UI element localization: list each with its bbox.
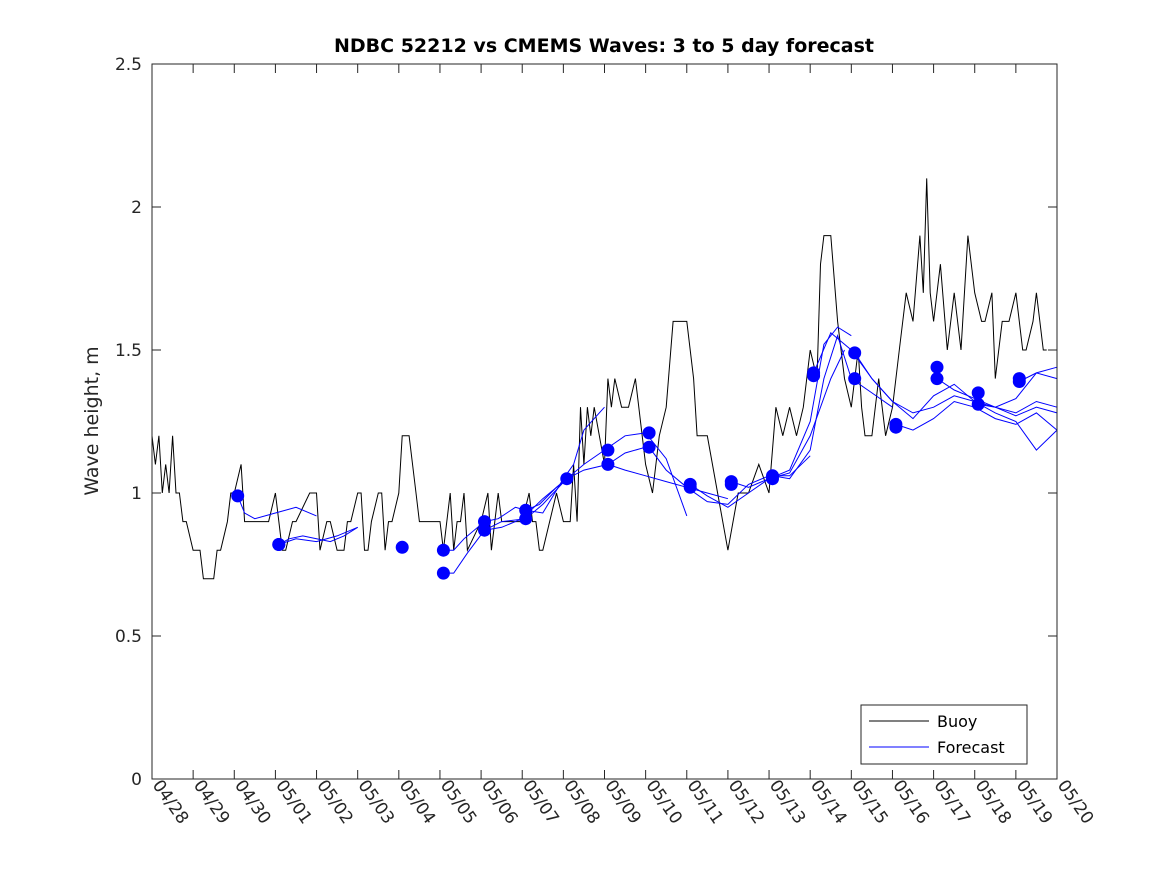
- chart-title: NDBC 52212 vs CMEMS Waves: 3 to 5 day fo…: [334, 35, 874, 57]
- x-tick-label-5: 05/03: [354, 776, 398, 828]
- forecast-series-line-6: [484, 432, 688, 531]
- forecast-markers-group: [231, 346, 1026, 580]
- forecast-marker-4: [436, 543, 450, 557]
- y-tick-label-2: 1: [131, 484, 142, 504]
- legend-box: [860, 704, 1028, 765]
- forecast-series-line-9: [648, 446, 811, 505]
- forecast-marker-5: [436, 566, 450, 580]
- x-tick-label-18: 05/16: [888, 776, 932, 828]
- forecast-marker-20: [766, 472, 779, 486]
- forecast-series-line-1: [237, 495, 317, 520]
- forecast-series-line-11: [731, 326, 852, 488]
- x-tick-label-8: 05/06: [477, 776, 521, 828]
- y-tick-label-3: 1.5: [115, 341, 142, 361]
- forecast-series-line-12: [772, 334, 893, 480]
- forecast-marker-24: [848, 372, 862, 386]
- forecast-marker-11: [601, 443, 615, 457]
- y-axis-ticks: 0 0.5 1 1.5 2 2.5: [115, 55, 1057, 790]
- forecast-series-line-2: [278, 526, 358, 545]
- x-tick-label-21: 05/19: [1012, 776, 1056, 828]
- buoy-series-line: [151, 178, 1047, 580]
- x-tick-label-6: 05/04: [395, 776, 439, 828]
- forecast-marker-27: [930, 360, 944, 374]
- forecast-marker-10: [560, 472, 574, 486]
- plot-area-frame: [151, 63, 1058, 780]
- x-tick-label-2: 04/30: [230, 776, 274, 828]
- x-tick-label-4: 05/02: [312, 776, 356, 828]
- plot-series-group: [151, 178, 1058, 580]
- y-tick-label-4: 2: [131, 198, 142, 218]
- x-tick-label-7: 05/05: [436, 776, 480, 828]
- forecast-series-line-4: [443, 478, 568, 551]
- forecast-marker-18: [724, 477, 738, 491]
- y-axis-label: Wave height, m: [81, 346, 103, 495]
- forecast-marker-32: [1012, 375, 1026, 388]
- forecast-marker-29: [971, 386, 985, 400]
- forecast-marker-30: [971, 397, 985, 411]
- forecast-series-line-8: [607, 463, 729, 500]
- x-tick-label-12: 05/10: [642, 776, 686, 828]
- x-tick-label-14: 05/12: [724, 776, 768, 828]
- x-tick-label-0: 04/28: [148, 776, 192, 828]
- y-tick-label-5: 2.5: [115, 55, 142, 75]
- y-tick-label-1: 0.5: [115, 627, 142, 647]
- forecast-marker-12: [601, 457, 615, 471]
- legend-buoy-label: Buoy: [937, 712, 977, 731]
- legend: Buoy Forecast: [860, 704, 1028, 765]
- forecast-series-line-10: [689, 349, 845, 508]
- x-tick-label-9: 05/07: [518, 776, 562, 828]
- forecast-marker-2: [272, 538, 286, 551]
- forecast-marker-22: [807, 369, 821, 383]
- forecast-marker-9: [519, 512, 533, 526]
- x-tick-label-16: 05/14: [806, 776, 850, 828]
- legend-forecast-label: Forecast: [937, 738, 1005, 757]
- x-tick-label-22: 05/20: [1053, 776, 1097, 828]
- forecast-marker-3: [395, 540, 409, 554]
- x-tick-label-11: 05/09: [600, 776, 644, 828]
- x-tick-label-19: 05/17: [929, 776, 973, 828]
- forecast-marker-13: [642, 426, 656, 440]
- x-tick-label-3: 05/01: [271, 776, 315, 828]
- x-tick-label-17: 05/15: [847, 776, 891, 828]
- forecast-series-line-14: [854, 352, 1058, 451]
- forecast-marker-28: [930, 372, 944, 386]
- forecast-marker-26: [889, 420, 903, 434]
- forecast-series-line-3: [278, 526, 358, 545]
- x-tick-label-10: 05/08: [559, 776, 603, 828]
- forecast-marker-7: [478, 523, 491, 537]
- forecast-series-line-7: [525, 406, 605, 514]
- x-tick-label-20: 05/18: [971, 776, 1015, 828]
- y-tick-label-0: 0: [131, 770, 142, 790]
- x-tick-label-13: 05/11: [683, 776, 727, 828]
- forecast-marker-16: [683, 480, 697, 494]
- forecast-marker-14: [642, 440, 656, 454]
- forecast-marker-0: [231, 489, 245, 503]
- forecast-marker-23: [848, 346, 862, 360]
- x-tick-label-1: 04/29: [189, 776, 233, 828]
- x-tick-label-15: 05/13: [765, 776, 809, 828]
- forecast-series-line-17: [978, 372, 1058, 408]
